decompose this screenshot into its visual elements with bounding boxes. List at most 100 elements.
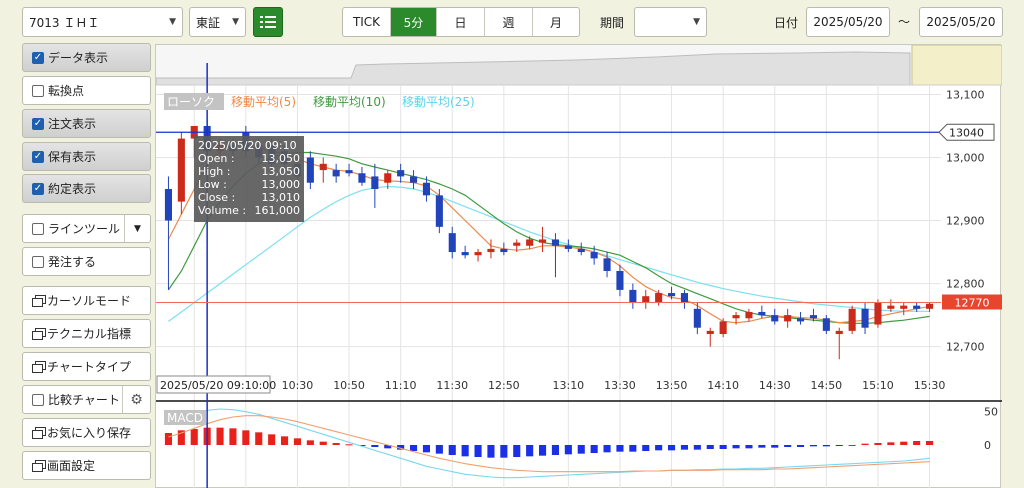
checkbox-checked-icon: ✓ xyxy=(32,117,44,130)
candle-body xyxy=(706,330,714,335)
line-tool-button[interactable]: ラインツール ▼ xyxy=(22,214,151,243)
symbol-select[interactable]: 7013 ＩＨＩ ▼ xyxy=(22,7,183,37)
technical-indicator-button[interactable]: テクニカル指標 xyxy=(22,319,151,348)
date-label: 日付 xyxy=(774,16,799,30)
macd-histogram-bar xyxy=(900,441,908,445)
time-tick-label: 15:10 xyxy=(862,379,894,392)
tab-month[interactable]: 月 xyxy=(549,15,562,30)
turning-point-toggle[interactable]: 転換点 xyxy=(22,76,151,105)
market-select[interactable]: 東証 ▼ xyxy=(189,7,246,37)
period-select[interactable]: ▼ xyxy=(634,7,707,37)
macd-histogram-bar xyxy=(500,445,508,458)
macd-histogram-bar xyxy=(422,445,430,453)
macd-tick-label: 0 xyxy=(984,439,991,452)
macd-histogram-bar xyxy=(926,441,934,445)
time-axis: :5010:1010:3010:5011:1011:3012:5013:1013… xyxy=(185,379,945,392)
tooltip-volume-label: Volume : xyxy=(198,204,246,217)
tab-tick[interactable]: TICK xyxy=(343,8,391,36)
screen-settings-button[interactable]: 画面設定 xyxy=(22,451,151,480)
candle-body xyxy=(345,170,353,174)
macd-histogram-bar xyxy=(874,443,882,445)
order-display-toggle[interactable]: ✓ 注文表示 xyxy=(22,109,151,138)
data-display-toggle[interactable]: ✓ データ表示 xyxy=(22,43,151,72)
time-tick-label: 11:30 xyxy=(436,379,468,392)
candle-body xyxy=(680,293,688,303)
time-tick-label: 13:50 xyxy=(656,379,688,392)
chevron-down-icon[interactable]: ▼ xyxy=(124,215,150,242)
macd-histogram-bar xyxy=(771,445,779,448)
macd-histogram-bar xyxy=(371,445,379,447)
macd-histogram-bar xyxy=(655,445,663,451)
time-tick-label: 11:10 xyxy=(385,379,417,392)
place-order-button[interactable]: 発注する xyxy=(22,247,151,276)
macd-histogram-bar xyxy=(629,445,637,452)
tab-5min[interactable]: 5分 xyxy=(391,8,437,36)
execution-display-toggle[interactable]: ✓ 約定表示 xyxy=(22,174,151,203)
candle-body xyxy=(435,195,443,227)
macd-histogram-bar xyxy=(784,445,792,447)
candle-body xyxy=(319,163,327,171)
chevron-down-icon: ▼ xyxy=(693,17,700,27)
list-button[interactable] xyxy=(253,7,283,37)
window-icon xyxy=(32,460,46,472)
navigator-area xyxy=(155,51,911,86)
tooltip-close-label: Close : xyxy=(198,191,235,204)
date-from-input[interactable]: 2025/05/20 xyxy=(806,7,890,37)
macd-histogram-bar xyxy=(190,429,198,445)
chart-type-button[interactable]: チャートタイプ xyxy=(22,352,151,381)
tooltip-high-label: High : xyxy=(198,165,230,178)
price-tick-label: 12,900 xyxy=(946,215,985,228)
compare-chart-button[interactable]: 比較チャート ⚙ xyxy=(22,385,151,414)
macd-histogram-bar xyxy=(229,428,237,445)
date-to-input[interactable]: 2025/05/20 xyxy=(919,7,1003,37)
tooltip-volume: 161,000 xyxy=(255,204,301,217)
price-tick-label: 12,800 xyxy=(946,278,985,291)
macd-histogram-bar xyxy=(758,445,766,448)
tab-day[interactable]: 日 xyxy=(437,8,485,36)
macd-histogram-bar xyxy=(732,445,740,449)
legend-macd: MACD xyxy=(167,411,203,425)
macd-histogram-bar xyxy=(461,445,469,457)
navigator-window[interactable] xyxy=(911,44,1003,86)
time-tick-label: 14:50 xyxy=(810,379,842,392)
candle-body xyxy=(771,315,779,322)
tooltip-open: 13,050 xyxy=(262,152,301,165)
price-tick-label: 13,000 xyxy=(946,152,985,165)
tab-week[interactable]: 週 xyxy=(485,8,533,36)
candle-body xyxy=(513,242,521,246)
list-icon xyxy=(260,16,276,28)
candle-body xyxy=(422,182,430,196)
macd-histogram-bar xyxy=(345,444,353,446)
candle-body xyxy=(848,308,856,331)
tooltip-datetime: 2025/05/20 09:10 xyxy=(198,139,297,152)
macd-histogram-bar xyxy=(474,445,482,457)
save-favorite-button[interactable]: お気に入り保存 xyxy=(22,418,151,447)
market-label: 東証 xyxy=(196,15,221,30)
candle-body xyxy=(410,176,418,183)
macd-histogram-bar xyxy=(848,445,856,446)
macd-histogram-bar xyxy=(242,430,250,445)
macd-histogram-bar xyxy=(590,445,598,453)
macd-histogram-bar xyxy=(603,445,611,453)
legend-ma5: 移動平均(5) xyxy=(231,95,296,109)
gear-icon[interactable]: ⚙ xyxy=(122,386,150,413)
candle-body xyxy=(164,189,172,221)
macd-histogram-bar xyxy=(551,445,559,455)
macd-tick-label: 50 xyxy=(984,406,998,419)
legend: ローソク 移動平均(5) 移動平均(10) 移動平均(25) MACD xyxy=(164,93,475,425)
macd-histogram-bar xyxy=(668,445,676,451)
candle-body xyxy=(655,293,663,303)
checkbox-checked-icon: ✓ xyxy=(32,51,44,64)
macd-histogram-bar xyxy=(745,445,753,449)
macd-histogram-bar xyxy=(797,445,805,447)
cursor-mode-button[interactable]: カーソルモード xyxy=(22,286,151,315)
time-tick-label: 14:10 xyxy=(707,379,739,392)
candle-body xyxy=(887,305,895,309)
holdings-display-toggle[interactable]: ✓ 保有表示 xyxy=(22,142,151,171)
legend-ma25: 移動平均(25) xyxy=(402,95,475,109)
macd-histogram-bar xyxy=(680,445,688,450)
price-tick-label: 13,100 xyxy=(946,88,985,101)
candle-body xyxy=(474,252,482,256)
